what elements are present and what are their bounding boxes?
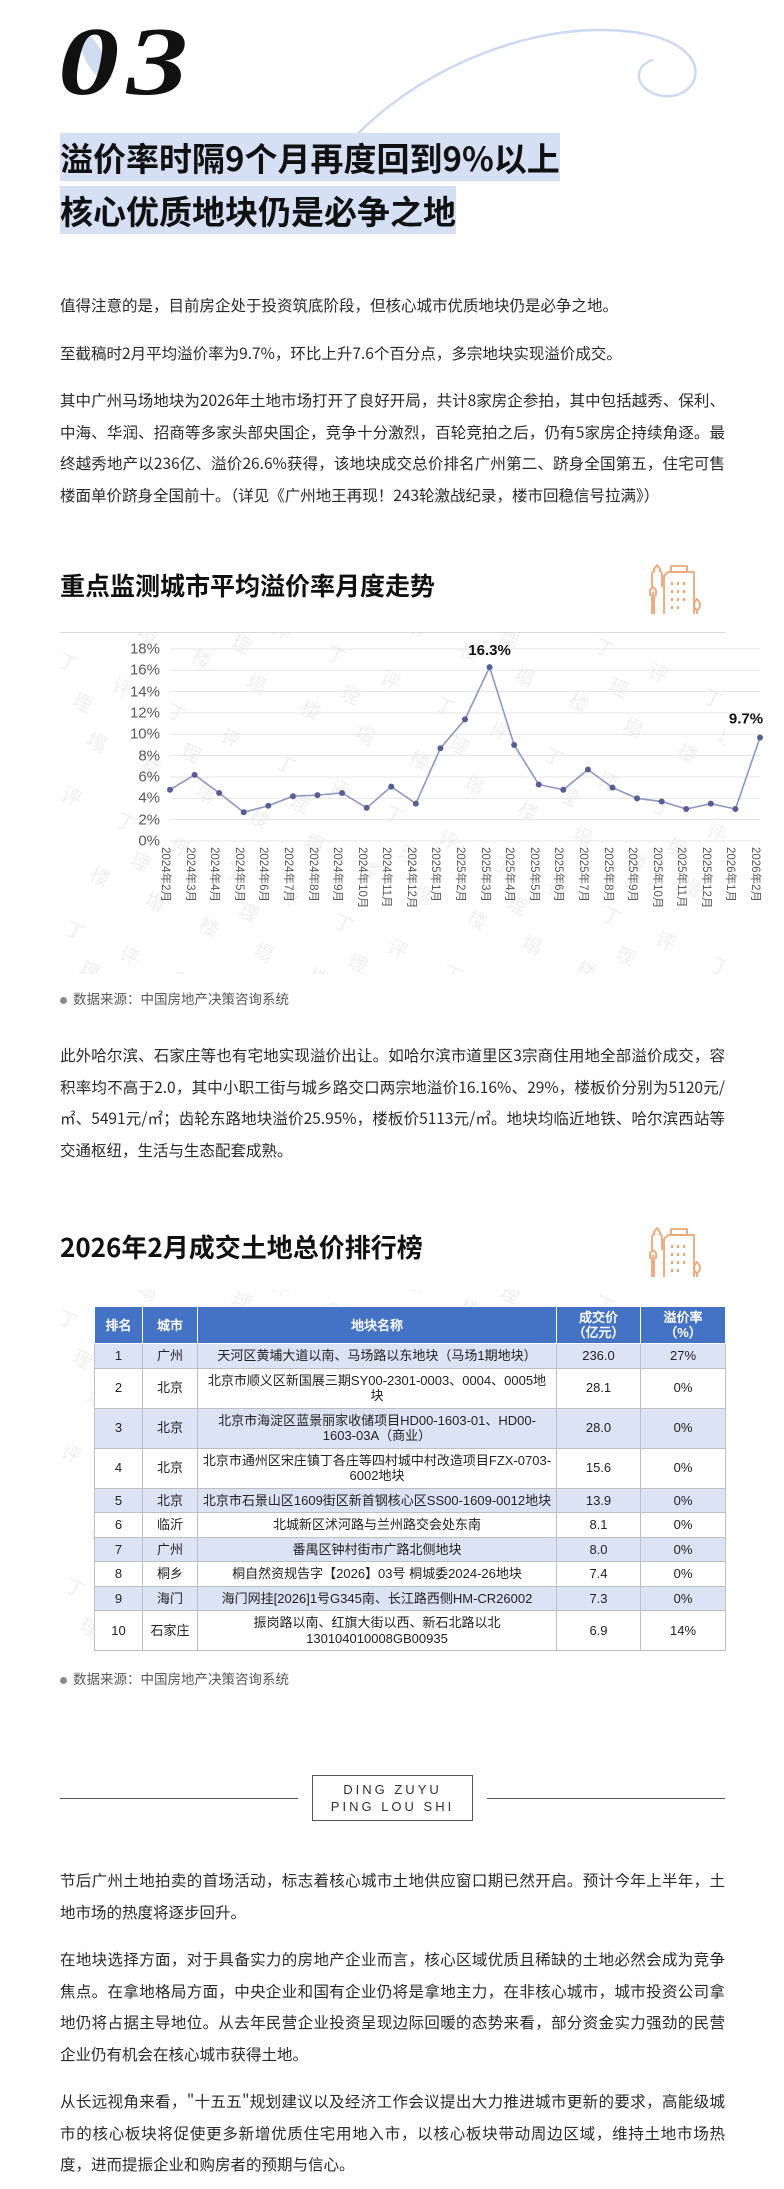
svg-text:9.7%: 9.7%: [729, 711, 763, 728]
svg-text:16.3%: 16.3%: [468, 642, 511, 659]
